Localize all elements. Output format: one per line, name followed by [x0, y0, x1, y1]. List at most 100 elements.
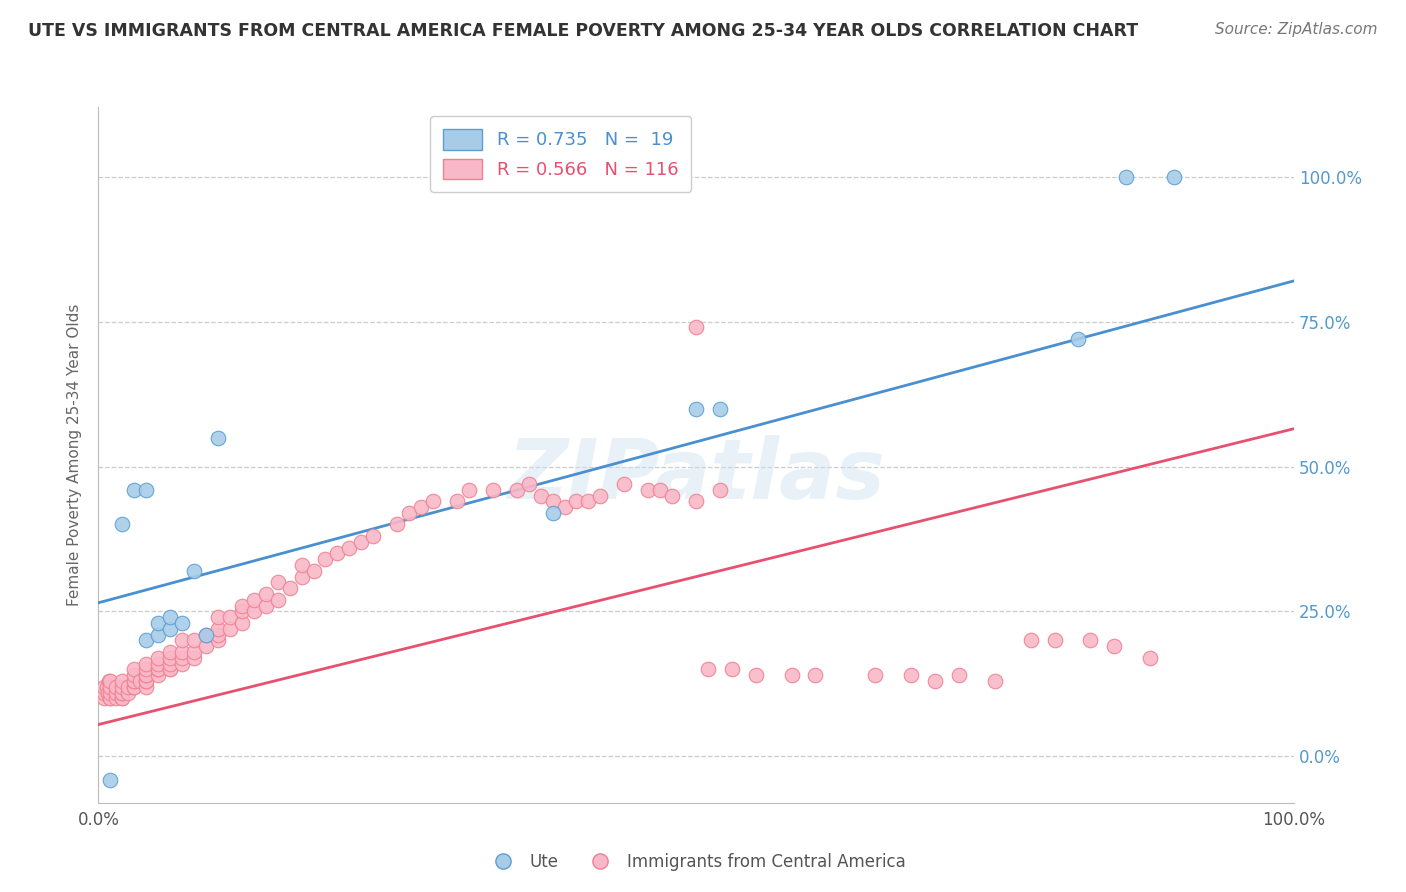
Point	[172, 615, 194, 630]
Point	[111, 685, 134, 699]
Point	[93, 680, 115, 694]
Point	[148, 651, 170, 665]
Point	[207, 628, 229, 642]
Text: UTE VS IMMIGRANTS FROM CENTRAL AMERICA FEMALE POVERTY AMONG 25-34 YEAR OLDS CORR: UTE VS IMMIGRANTS FROM CENTRAL AMERICA F…	[28, 22, 1139, 40]
Point	[231, 599, 253, 613]
Point	[98, 691, 122, 706]
Point	[159, 651, 181, 665]
Point	[135, 633, 157, 648]
Point	[194, 628, 218, 642]
Point	[924, 674, 946, 689]
Point	[254, 599, 277, 613]
Point	[148, 615, 170, 630]
Point	[207, 431, 229, 445]
Point	[517, 476, 540, 491]
Point	[1115, 169, 1137, 184]
Point	[243, 592, 266, 607]
Point	[291, 558, 314, 573]
Point	[446, 494, 468, 508]
Point	[135, 674, 157, 689]
Point	[1019, 633, 1042, 648]
Point	[117, 680, 139, 694]
Point	[105, 680, 128, 694]
Point	[350, 534, 373, 549]
Point	[554, 500, 576, 514]
Point	[637, 483, 659, 497]
Point	[135, 668, 157, 682]
Point	[254, 587, 277, 601]
Y-axis label: Female Poverty Among 25-34 Year Olds: Female Poverty Among 25-34 Year Olds	[67, 304, 83, 606]
Point	[172, 651, 194, 665]
Point	[159, 657, 181, 671]
Point	[124, 483, 146, 497]
Point	[302, 564, 325, 578]
Point	[422, 494, 444, 508]
Text: ZIPatlas: ZIPatlas	[508, 435, 884, 516]
Point	[105, 685, 128, 699]
Point	[363, 529, 385, 543]
Point	[685, 320, 707, 334]
Point	[129, 674, 152, 689]
Point	[506, 483, 529, 497]
Point	[984, 674, 1007, 689]
Point	[98, 685, 122, 699]
Point	[661, 489, 683, 503]
Point	[93, 691, 115, 706]
Point	[207, 633, 229, 648]
Point	[721, 662, 744, 677]
Point	[385, 517, 409, 532]
Point	[339, 541, 360, 555]
Point	[685, 494, 707, 508]
Point	[315, 552, 337, 566]
Point	[1102, 639, 1125, 653]
Point	[1043, 633, 1066, 648]
Point	[398, 506, 420, 520]
Point	[111, 691, 134, 706]
Point	[135, 674, 157, 689]
Point	[135, 657, 157, 671]
Point	[124, 680, 146, 694]
Point	[541, 494, 564, 508]
Point	[159, 610, 181, 624]
Point	[98, 772, 122, 787]
Point	[172, 657, 194, 671]
Point	[135, 680, 157, 694]
Point	[159, 662, 181, 677]
Point	[529, 489, 551, 503]
Point	[159, 662, 181, 677]
Point	[148, 657, 170, 671]
Point	[1067, 332, 1090, 346]
Point	[135, 483, 157, 497]
Point	[98, 691, 122, 706]
Point	[97, 685, 120, 699]
Point	[172, 633, 194, 648]
Point	[111, 685, 134, 699]
Point	[458, 483, 481, 497]
Point	[267, 575, 290, 590]
Point	[148, 628, 170, 642]
Point	[576, 494, 599, 508]
Point	[194, 639, 218, 653]
Point	[183, 651, 205, 665]
Point	[183, 633, 205, 648]
Point	[541, 506, 564, 520]
Point	[278, 582, 301, 596]
Point	[709, 483, 731, 497]
Point	[613, 476, 636, 491]
Point	[780, 668, 803, 682]
Point	[105, 691, 128, 706]
Point	[111, 680, 134, 694]
Point	[183, 564, 205, 578]
Point	[124, 674, 146, 689]
Point	[709, 401, 731, 416]
Point	[1139, 651, 1161, 665]
Point	[96, 680, 118, 694]
Point	[98, 674, 121, 689]
Point	[267, 592, 290, 607]
Point	[648, 483, 672, 497]
Point	[326, 546, 349, 561]
Point	[291, 570, 314, 584]
Point	[243, 605, 266, 619]
Point	[124, 662, 146, 677]
Point	[219, 610, 242, 624]
